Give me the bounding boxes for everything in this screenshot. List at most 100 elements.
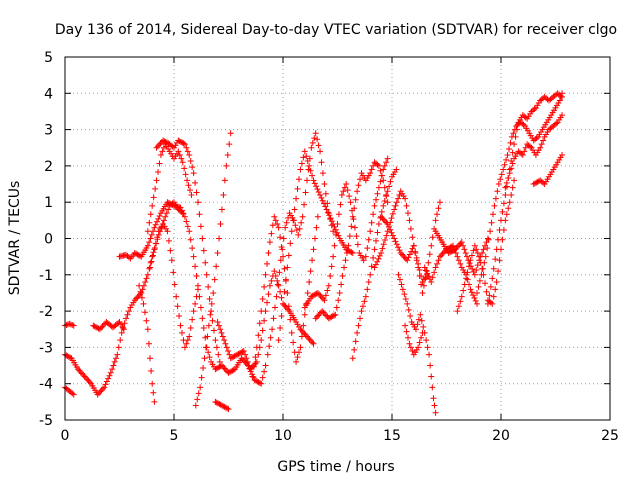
data-point bbox=[179, 159, 186, 166]
data-point bbox=[398, 281, 405, 288]
data-point bbox=[320, 200, 327, 207]
data-point bbox=[556, 97, 563, 104]
data-point bbox=[384, 220, 391, 227]
data-point bbox=[522, 114, 529, 121]
data-point bbox=[302, 189, 309, 196]
data-point bbox=[154, 143, 161, 150]
data-point bbox=[144, 242, 151, 249]
data-point bbox=[504, 152, 511, 159]
data-point bbox=[309, 139, 316, 146]
data-point bbox=[259, 296, 266, 302]
data-point bbox=[449, 247, 456, 254]
data-point bbox=[100, 321, 107, 328]
data-point bbox=[70, 391, 77, 398]
data-point bbox=[368, 166, 375, 173]
data-point bbox=[428, 373, 435, 380]
data-point bbox=[153, 218, 160, 225]
data-point bbox=[410, 242, 417, 249]
data-point bbox=[375, 255, 382, 262]
series-track-10 bbox=[192, 130, 234, 409]
data-point bbox=[189, 164, 196, 171]
data-point bbox=[484, 300, 491, 307]
data-point bbox=[258, 380, 265, 387]
data-point bbox=[144, 271, 151, 278]
data-point bbox=[380, 177, 387, 184]
data-point bbox=[103, 378, 110, 385]
data-point bbox=[332, 226, 339, 233]
data-point bbox=[221, 337, 228, 344]
data-point bbox=[276, 269, 283, 276]
data-point bbox=[266, 343, 273, 350]
data-point bbox=[175, 137, 182, 144]
data-point bbox=[96, 326, 103, 333]
data-point bbox=[274, 281, 281, 288]
data-point bbox=[487, 228, 494, 235]
data-point bbox=[137, 288, 144, 295]
data-point bbox=[462, 250, 469, 257]
data-point bbox=[69, 322, 76, 329]
data-point bbox=[281, 288, 288, 295]
data-point bbox=[253, 358, 260, 365]
data-point bbox=[310, 292, 317, 299]
data-point bbox=[124, 311, 131, 318]
data-point bbox=[454, 253, 461, 260]
data-point bbox=[293, 227, 300, 234]
data-point bbox=[379, 245, 386, 252]
data-point bbox=[160, 217, 167, 224]
data-point bbox=[186, 333, 193, 340]
data-point bbox=[206, 354, 213, 361]
data-point bbox=[312, 315, 319, 322]
data-point bbox=[143, 275, 150, 282]
data-point bbox=[354, 241, 361, 248]
data-point bbox=[559, 152, 566, 159]
data-point bbox=[181, 213, 188, 220]
data-point bbox=[125, 308, 132, 315]
data-point bbox=[222, 404, 229, 411]
data-point bbox=[178, 329, 185, 336]
data-point bbox=[290, 217, 297, 224]
data-point bbox=[291, 206, 298, 213]
data-point bbox=[298, 219, 305, 226]
data-point bbox=[141, 309, 148, 316]
data-point bbox=[211, 276, 218, 283]
data-point bbox=[264, 260, 271, 267]
data-point bbox=[359, 303, 366, 310]
data-point bbox=[200, 364, 207, 371]
data-point bbox=[508, 165, 515, 172]
data-point bbox=[490, 211, 497, 218]
data-point bbox=[395, 244, 402, 251]
data-point bbox=[192, 402, 199, 409]
data-point bbox=[440, 249, 447, 256]
data-point bbox=[352, 196, 359, 203]
data-point bbox=[279, 246, 286, 253]
data-point bbox=[239, 348, 246, 355]
data-point bbox=[97, 388, 104, 395]
data-point bbox=[384, 199, 391, 206]
data-point bbox=[205, 283, 212, 290]
data-point bbox=[471, 271, 478, 278]
data-point bbox=[321, 297, 328, 304]
data-point bbox=[156, 141, 163, 148]
data-point bbox=[315, 189, 322, 196]
data-point bbox=[277, 257, 284, 264]
data-point bbox=[287, 316, 294, 323]
data-point bbox=[414, 321, 421, 328]
data-point bbox=[358, 308, 365, 315]
data-point bbox=[310, 340, 317, 347]
data-point bbox=[464, 276, 471, 283]
data-point bbox=[322, 190, 329, 197]
data-point bbox=[466, 260, 473, 267]
data-point bbox=[317, 191, 324, 198]
data-point bbox=[495, 181, 502, 188]
data-point bbox=[217, 401, 224, 408]
data-point bbox=[287, 240, 294, 247]
data-point bbox=[498, 171, 505, 178]
data-point bbox=[252, 354, 259, 361]
data-point bbox=[559, 112, 566, 119]
data-point bbox=[159, 148, 166, 155]
data-point bbox=[192, 179, 199, 186]
data-point bbox=[424, 270, 431, 277]
data-point bbox=[300, 154, 307, 161]
data-point bbox=[327, 215, 334, 222]
data-point bbox=[368, 219, 375, 226]
